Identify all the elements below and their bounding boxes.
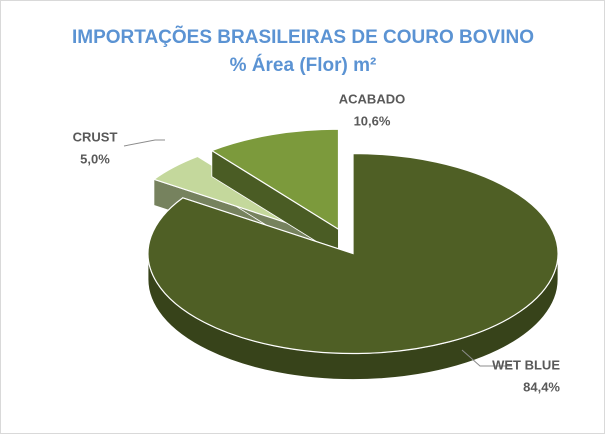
leader-line [123, 139, 165, 147]
data-label-value: 5,0% [80, 151, 110, 166]
leader-line [461, 349, 512, 367]
data-label-value: 10,6% [354, 113, 391, 128]
chart-subtitle: % Área (Flor) m² [230, 54, 377, 76]
chart-title: IMPORTAÇÕES BRASILEIRAS DE COURO BOVINO [72, 26, 534, 48]
pie [147, 128, 559, 380]
data-label-name: WET BLUE [492, 357, 560, 372]
data-label-name: ACABADO [339, 91, 405, 106]
slice [210, 128, 340, 231]
slice [147, 152, 559, 355]
data-label-name: CRUST [73, 129, 118, 144]
data-label-value: 84,4% [523, 379, 560, 394]
